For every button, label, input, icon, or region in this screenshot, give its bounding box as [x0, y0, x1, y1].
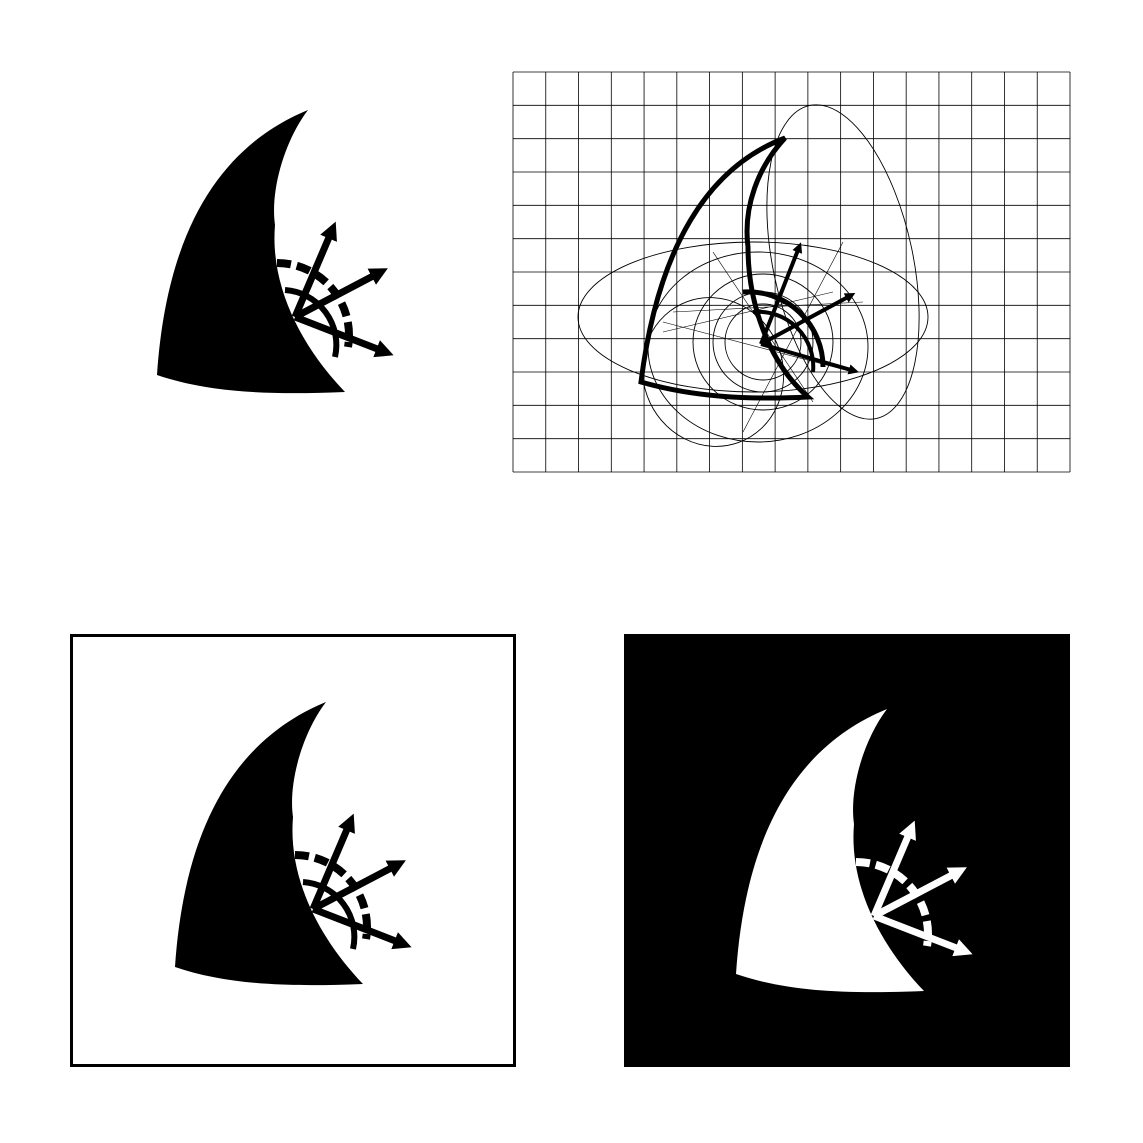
sail-and-compass-icon — [73, 637, 513, 1064]
logo-inverted — [624, 634, 1070, 1067]
logo-black-on-white — [140, 95, 430, 405]
logo-construction-grid — [512, 71, 1071, 473]
sail-and-compass-icon — [624, 634, 1070, 1067]
construction-logo — [638, 135, 859, 401]
logo-in-black-frame — [70, 634, 516, 1067]
construction-ellipses — [577, 104, 929, 447]
sail-and-compass-icon — [140, 95, 430, 405]
construction-grid — [512, 71, 1071, 473]
